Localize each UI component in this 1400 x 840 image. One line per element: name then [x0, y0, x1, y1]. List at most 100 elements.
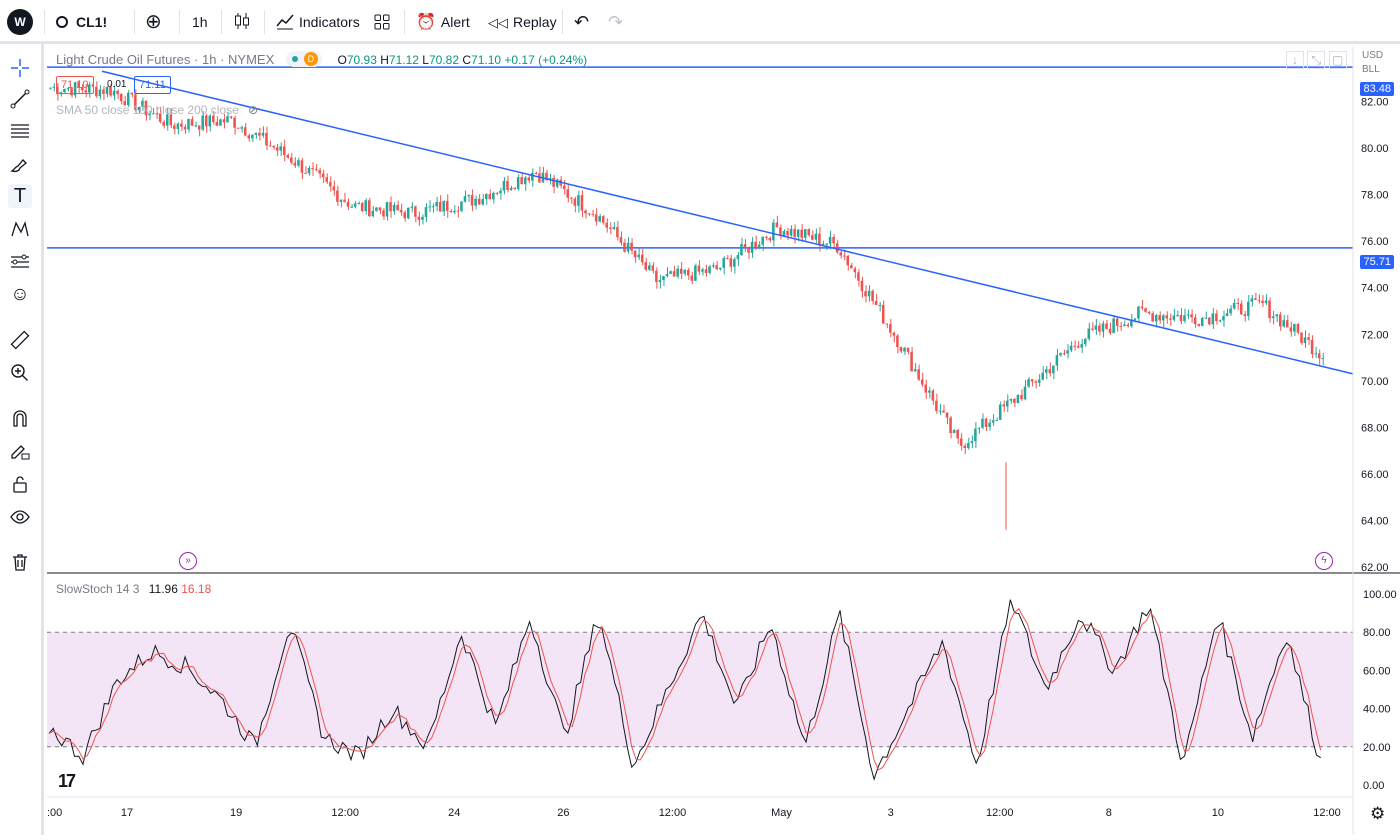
buy-price-button[interactable]: 71.11: [134, 76, 171, 94]
replay-button[interactable]: ◁◁ Replay: [488, 0, 557, 44]
fib-retracement-icon[interactable]: [8, 119, 32, 143]
eye-hidden-icon[interactable]: ⊘: [248, 103, 259, 117]
candle-body: [956, 429, 959, 439]
go-to-realtime-icon[interactable]: »: [179, 552, 197, 570]
lightning-icon[interactable]: ϟ: [1315, 552, 1333, 570]
candle-body: [438, 201, 442, 212]
d-badge: D: [303, 52, 318, 66]
text-tool-icon[interactable]: T: [8, 184, 32, 208]
candle-body: [672, 271, 676, 277]
candle-body: [807, 229, 811, 236]
price-pane: 82.00 80.00 78.00 76.00 74.00 72.00 70.00 68.00…: [47, 66, 1389, 574]
candle-body: [1098, 325, 1101, 332]
candle-body: [1151, 313, 1154, 322]
candle-body: [736, 255, 740, 260]
candle-body: [1094, 325, 1098, 330]
candle-body: [1218, 320, 1222, 322]
candles-style-icon[interactable]: [233, 0, 251, 44]
candle-body: [644, 262, 648, 270]
settings-gear-icon[interactable]: ⚙: [1370, 804, 1386, 823]
candle-body: [467, 195, 470, 197]
candle-body: [226, 116, 229, 123]
candle-body: [1137, 306, 1140, 319]
redo-icon[interactable]: ↷: [608, 12, 624, 32]
candle-body: [336, 190, 339, 202]
candle-body: [1289, 327, 1293, 332]
unlock-icon[interactable]: [8, 472, 32, 496]
emoji-icon[interactable]: ☺: [10, 284, 30, 305]
candle-body: [176, 123, 180, 129]
candle-body: [1080, 344, 1083, 348]
interval-button[interactable]: 1h: [192, 14, 208, 30]
maximize-icon[interactable]: ▢: [1328, 51, 1347, 69]
candle-body: [442, 200, 445, 212]
candle-body: [1278, 314, 1282, 327]
ruler-icon[interactable]: [8, 328, 32, 352]
price-tick-label: 72.00: [1361, 329, 1389, 341]
crosshair-icon[interactable]: [8, 56, 32, 80]
stoch-d-line: [48, 607, 1322, 771]
trend-line-icon[interactable]: [8, 87, 32, 111]
candle-body: [98, 89, 102, 97]
candle-body: [662, 276, 665, 281]
candle-body: [818, 233, 821, 246]
symbol-search-button[interactable]: CL1!: [56, 0, 107, 44]
sma-legend: SMA 50 close 100 close 200 close ⊘: [56, 103, 258, 117]
candle-body: [1037, 379, 1041, 383]
tv-watermark-logo[interactable]: 17: [58, 771, 76, 791]
chart-canvas[interactable]: 82.0080.0078.0076.0074.0072.0070.0068.00…: [47, 47, 1400, 835]
osc-tick-label: 20.00: [1363, 742, 1391, 754]
candle-body: [1034, 381, 1037, 383]
pattern-icon[interactable]: [8, 217, 32, 241]
alarm-clock-icon: ⏰: [416, 14, 436, 31]
top-toolbar: W CL1! ⊕ 1h Indicators ⏰ Alert ◁◁ Replay ↶…: [0, 0, 1400, 44]
candle-body: [1172, 315, 1176, 320]
candle-body: [931, 390, 935, 401]
zoom-in-icon[interactable]: [8, 361, 32, 385]
lock-pencil-icon[interactable]: [8, 439, 32, 463]
candle-body: [424, 207, 428, 217]
candle-body: [1087, 328, 1091, 339]
candle-body: [842, 255, 846, 257]
candle-body: [1044, 369, 1048, 373]
sell-price-button[interactable]: 71.10: [56, 76, 94, 94]
candle-body: [1264, 300, 1268, 304]
tradingview-logo[interactable]: W: [7, 9, 33, 35]
candle-body: [800, 229, 803, 238]
candle-body: [52, 86, 56, 88]
spread-value: 0.01: [107, 79, 127, 90]
indicators-label: Indicators: [299, 14, 360, 30]
indicators-button[interactable]: Indicators: [276, 0, 360, 44]
candle-body: [527, 177, 531, 181]
magnet-icon[interactable]: [8, 406, 32, 430]
compare-plus-icon[interactable]: ⊕: [145, 11, 162, 33]
candle-body: [1020, 394, 1023, 400]
divider: [221, 10, 222, 34]
layouts-grid-icon[interactable]: [374, 0, 390, 44]
candle-body: [974, 428, 977, 442]
candle-body: [768, 237, 772, 241]
collapse-icon[interactable]: ⤡: [1307, 51, 1326, 69]
open-value: 70.93: [346, 53, 377, 67]
price-tick-label: 68.00: [1361, 422, 1389, 434]
trash-icon[interactable]: [8, 550, 32, 574]
candle-body: [1009, 398, 1013, 401]
prediction-icon[interactable]: [8, 250, 32, 274]
alert-label: Alert: [440, 14, 470, 30]
oscillator-pane: 100.00 80.00 60.00 40.00 20.00 0.00: [47, 589, 1397, 792]
chart-area[interactable]: 82.00 80.00 78.00 76.00 74.00 72.00 70.00 68.00…: [47, 47, 1400, 835]
currency-unit[interactable]: USD BLL: [1362, 49, 1383, 77]
eye-icon[interactable]: [8, 505, 32, 529]
candle-body: [293, 162, 297, 166]
undo-icon[interactable]: ↶: [574, 12, 590, 32]
candle-body: [155, 113, 158, 115]
candle-body: [839, 252, 842, 256]
brush-icon[interactable]: [8, 152, 32, 176]
alert-button[interactable]: ⏰ Alert: [416, 0, 470, 44]
candle-body: [389, 202, 392, 212]
candle-body: [683, 269, 686, 274]
move-down-icon[interactable]: ↓: [1286, 51, 1304, 69]
candle-body: [761, 236, 764, 245]
candle-body: [204, 115, 208, 127]
candle-body: [243, 127, 247, 136]
